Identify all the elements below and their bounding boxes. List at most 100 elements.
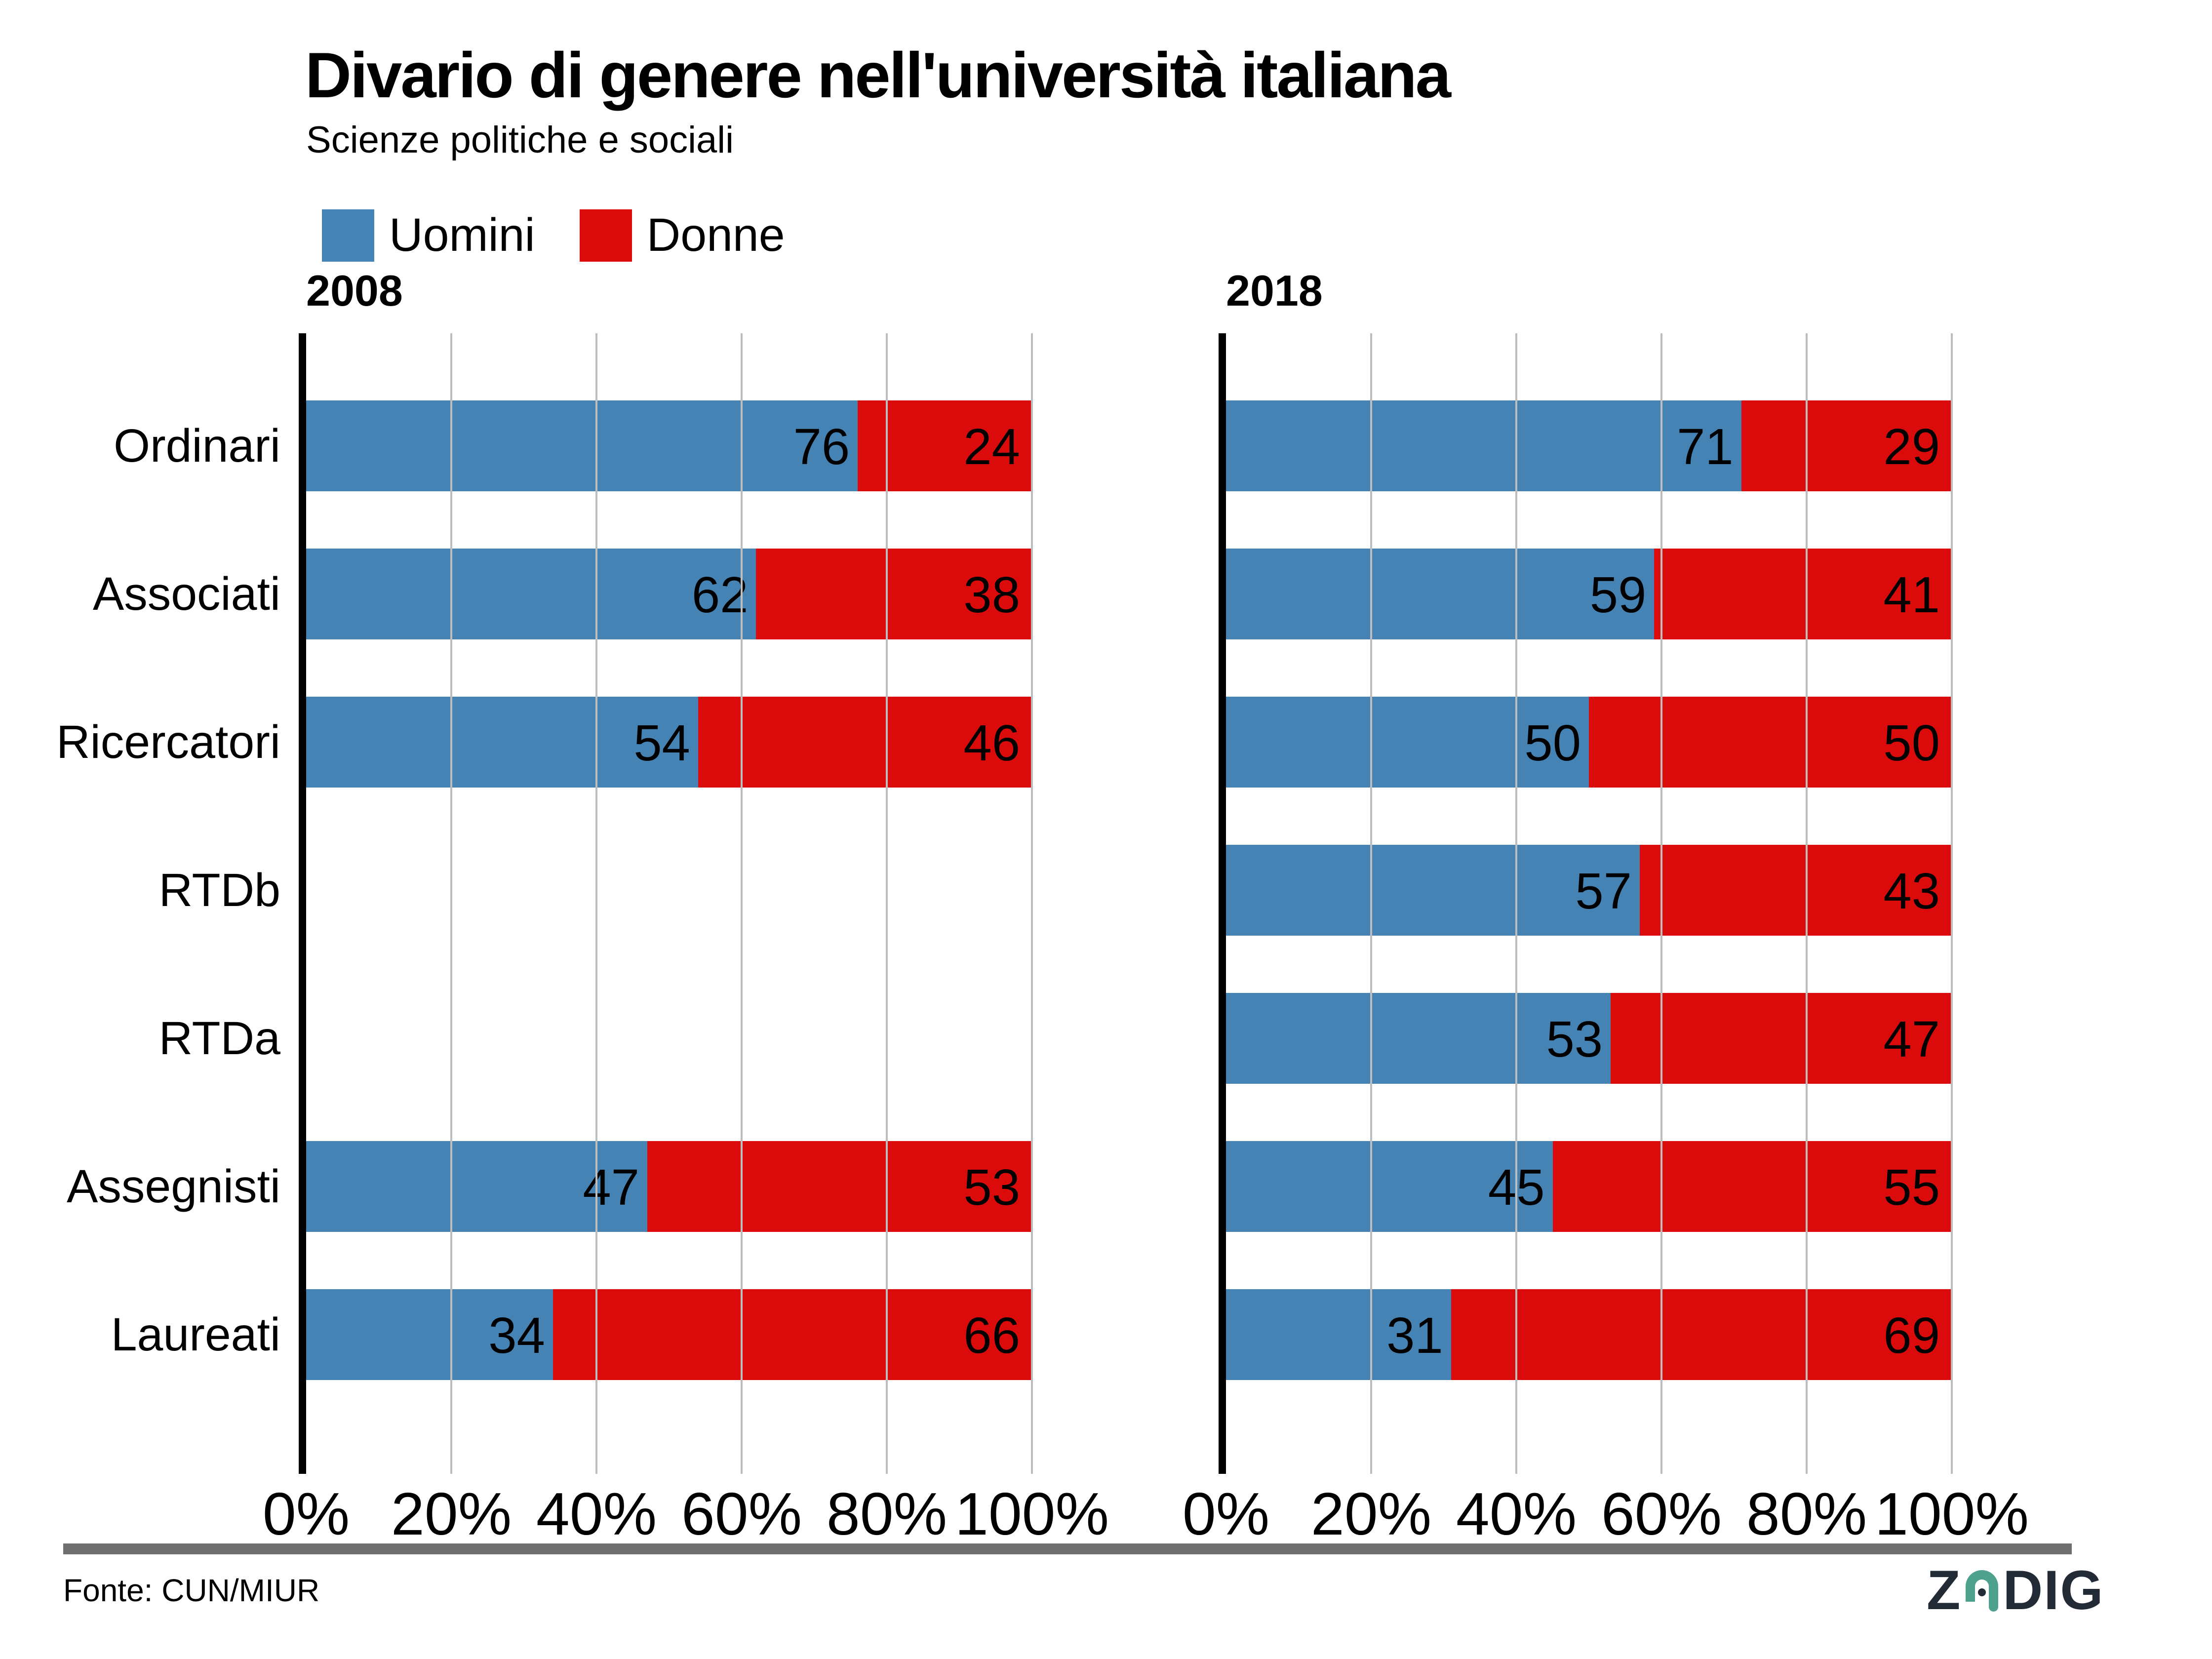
category-label: Assegnisti xyxy=(67,1160,280,1213)
bar-segment-donne xyxy=(1639,845,1952,936)
value-label-uomini: 54 xyxy=(633,714,690,771)
x-tick-label: 0% xyxy=(262,1480,350,1547)
category-label: RTDb xyxy=(158,864,280,916)
gridline xyxy=(1031,333,1033,1474)
footer-divider xyxy=(63,1543,2072,1554)
bar-row: 53 47 xyxy=(1226,993,1952,1084)
value-label-uomini: 59 xyxy=(1589,566,1647,623)
bar-row: 50 50 xyxy=(1226,697,1952,788)
value-label-donne: 29 xyxy=(1883,418,1940,475)
value-label-uomini: 53 xyxy=(1546,1011,1603,1067)
value-label-uomini: 62 xyxy=(691,566,749,623)
bar-segment-donne xyxy=(698,697,1032,788)
value-label-donne: 38 xyxy=(963,566,1020,623)
logo-letters-dig: DIG xyxy=(2003,1559,2104,1621)
category-label: Laureati xyxy=(111,1308,280,1361)
x-tick-label: 100% xyxy=(954,1480,1109,1547)
year-label-2018: 2018 xyxy=(1226,266,1323,315)
value-label-uomini: 50 xyxy=(1524,714,1581,771)
page-subtitle: Scienze politiche e sociali xyxy=(306,119,734,161)
value-label-uomini: 71 xyxy=(1677,418,1734,475)
x-tick-label: 40% xyxy=(536,1480,657,1547)
x-tick-label: 20% xyxy=(1310,1480,1432,1547)
x-tick-label: 40% xyxy=(1456,1480,1577,1547)
bar-segment-donne xyxy=(553,1289,1032,1380)
bar-row: 76 24 xyxy=(306,400,1032,491)
page-title: Divario di genere nell'università italia… xyxy=(305,39,1451,111)
plot-area: 71 29 59 41 50 50 57 43 53 47 45 55 31 69 0% 20% 40% 60% 8… xyxy=(1183,333,2029,1544)
bar-segment-donne xyxy=(1552,1141,1952,1232)
x-tick-label: 60% xyxy=(681,1480,802,1547)
gridline xyxy=(450,333,452,1474)
bar-row: 57 43 xyxy=(1226,845,1952,936)
value-label-uomini: 47 xyxy=(583,1159,639,1216)
value-label-donne: 50 xyxy=(1883,714,1940,771)
value-label-uomini: 31 xyxy=(1386,1307,1443,1364)
plot-area: Ordinari 76 24 Associati 62 38 Ricercatori 54 46… xyxy=(56,333,1109,1544)
bar-segment-donne xyxy=(1589,697,1952,788)
gridline xyxy=(595,333,597,1474)
gridline xyxy=(1515,333,1517,1474)
source-note: Fonte: CUN/MIUR xyxy=(63,1573,320,1608)
bar-segment-donne xyxy=(1741,400,1952,491)
bar-segment-uomini xyxy=(306,1289,553,1380)
bar-segment-donne xyxy=(647,1141,1032,1232)
value-label-donne: 46 xyxy=(963,714,1020,771)
bar-segment-uomini xyxy=(1226,993,1611,1084)
category-label: Ordinari xyxy=(114,420,280,472)
gridline xyxy=(1660,333,1662,1474)
panel-2008: 2008 Ordinari 76 24 Associati 62 38 Ricercator… xyxy=(56,266,1109,1544)
bar-segment-donne xyxy=(1611,993,1952,1084)
y-axis-line xyxy=(299,333,306,1474)
gridline xyxy=(886,333,888,1474)
x-tick-label: 100% xyxy=(1874,1480,2029,1547)
bar-row: 34 66 xyxy=(306,1289,1032,1380)
zadig-logo: Z DIG xyxy=(1927,1559,2104,1621)
bar-row: 59 41 xyxy=(1226,549,1952,639)
gridline xyxy=(1806,333,1808,1474)
value-label-donne: 43 xyxy=(1883,863,1940,919)
bar-row: 31 69 xyxy=(1226,1289,1952,1380)
bar-segment-uomini xyxy=(1226,845,1640,936)
logo-dot-icon xyxy=(1978,1588,1986,1596)
legend-swatch-uomini-icon xyxy=(322,209,374,262)
value-label-donne: 41 xyxy=(1883,566,1940,623)
bar-row: 62 38 xyxy=(306,549,1032,639)
legend-item-donne: Donne xyxy=(579,208,785,262)
category-label: Associati xyxy=(92,568,280,620)
legend-item-uomini: Uomini xyxy=(322,208,535,262)
value-label-donne: 69 xyxy=(1883,1307,1940,1364)
legend: Uomini Donne xyxy=(322,208,830,262)
value-label-donne: 66 xyxy=(963,1307,1020,1364)
value-label-donne: 24 xyxy=(963,418,1020,475)
bar-segment-donne xyxy=(1654,549,1952,639)
bar-segment-uomini xyxy=(1226,400,1741,491)
logo-letter-z: Z xyxy=(1927,1559,1962,1621)
x-axis: 0% 20% 40% 60% 80% 100% xyxy=(263,1480,1109,1563)
bar-segment-donne xyxy=(1451,1289,1952,1380)
bar-row: 47 53 xyxy=(306,1141,1032,1232)
bar-segment-uomini xyxy=(1226,549,1655,639)
value-label-donne: 47 xyxy=(1883,1011,1940,1067)
bar-segment-uomini xyxy=(1226,1289,1451,1380)
gridline xyxy=(1951,333,1953,1474)
year-label-2008: 2008 xyxy=(306,266,403,315)
legend-label-donne: Donne xyxy=(646,209,785,261)
category-label: Ricercatori xyxy=(56,716,280,768)
x-tick-label: 80% xyxy=(1746,1480,1867,1547)
bar-row: 45 55 xyxy=(1226,1141,1952,1232)
y-axis-line xyxy=(1219,333,1226,1474)
bar-segment-donne xyxy=(756,549,1032,639)
bar-segment-uomini xyxy=(306,1141,647,1232)
bar-segment-uomini xyxy=(306,549,756,639)
bar-row: 71 29 xyxy=(1226,400,1952,491)
bar-segment-uomini xyxy=(306,400,858,491)
category-label: RTDa xyxy=(158,1012,280,1065)
gridline xyxy=(1370,333,1372,1474)
x-tick-label: 60% xyxy=(1601,1480,1722,1547)
x-tick-label: 20% xyxy=(391,1480,512,1547)
x-tick-label: 80% xyxy=(826,1480,948,1547)
value-label-uomini: 34 xyxy=(488,1307,545,1364)
bar-segment-uomini xyxy=(306,697,698,788)
